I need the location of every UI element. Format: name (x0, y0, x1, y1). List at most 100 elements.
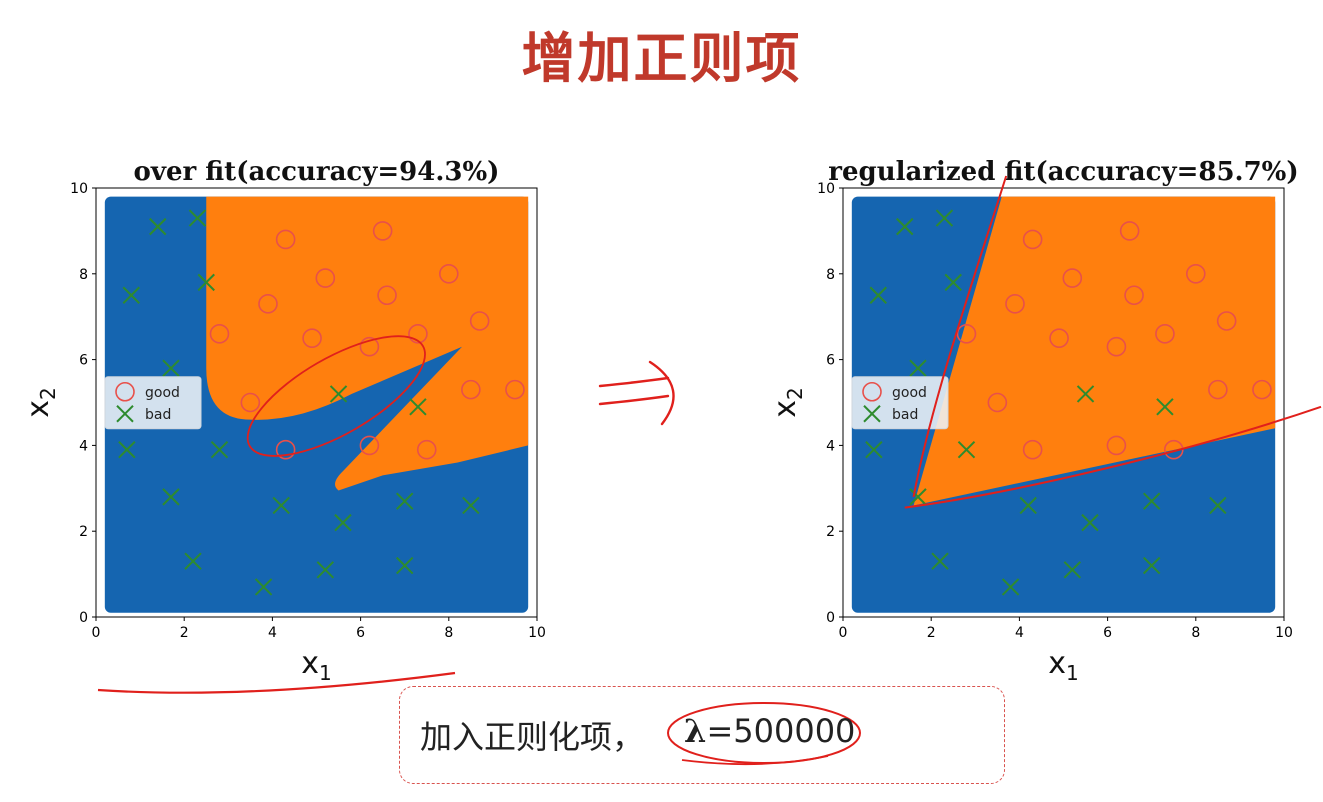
annotation-left-boundary (912, 175, 1008, 498)
good-point (1124, 285, 1144, 306)
good-point (438, 263, 459, 284)
good-point (1022, 229, 1043, 250)
bad-point (197, 273, 215, 292)
y-tick-label: 8 (826, 267, 835, 283)
legend-label: bad (892, 407, 918, 423)
good-point (1062, 268, 1083, 288)
good-point (1155, 324, 1175, 344)
good-point (1022, 439, 1043, 460)
legend-label: bad (145, 407, 171, 423)
x-axis-label-subscript: 1 (1066, 661, 1079, 685)
bad-point (944, 273, 962, 292)
bad-point (395, 492, 414, 510)
good-point (377, 285, 397, 306)
good-point (505, 379, 525, 400)
x-tick-label: 2 (180, 625, 189, 641)
x-tick-label: 10 (1275, 625, 1293, 641)
bad-point (254, 578, 273, 596)
good-point (1005, 294, 1025, 314)
good-region (913, 196, 1276, 506)
y-tick-label: 4 (79, 438, 88, 454)
legend-bad-icon (116, 405, 134, 423)
bad-point (931, 552, 949, 570)
y-tick-label: 10 (70, 181, 88, 197)
x-tick-label: 8 (444, 625, 453, 641)
annotation-lower-boundary (904, 405, 1322, 509)
x-axis-label: x1 (301, 646, 332, 685)
good-point (408, 324, 428, 344)
bad-point (329, 385, 348, 403)
bad-point (935, 209, 954, 227)
bad-point (1019, 496, 1037, 515)
y-tick-label: 6 (826, 353, 835, 369)
good-point (1106, 336, 1127, 357)
lambda-value: =500000 (706, 712, 856, 750)
good-point (275, 229, 296, 250)
lambda-symbol: λ (684, 712, 707, 750)
bad-point (162, 359, 180, 377)
y-tick-label: 10 (817, 181, 835, 197)
y-axis-label-subscript: 2 (36, 387, 60, 400)
bad-point (1063, 561, 1082, 579)
y-tick-label: 6 (79, 353, 88, 369)
bad-point (896, 217, 914, 236)
good-point (275, 439, 296, 460)
annotation-ellipse (246, 335, 426, 457)
x-tick-label: 10 (528, 625, 546, 641)
good-point (461, 379, 481, 400)
bad-point (149, 217, 167, 236)
legend-label: good (145, 385, 180, 401)
y-tick-label: 2 (79, 524, 88, 540)
bad-point (909, 488, 927, 506)
bad-point (1076, 385, 1095, 403)
good-point (1186, 263, 1206, 284)
x-tick-label: 6 (356, 625, 365, 641)
axes-frame (842, 187, 1285, 618)
chart-title: regularized fit(accuracy=85.7%) (828, 157, 1298, 187)
legend-good-icon (115, 381, 135, 402)
note-text: 加入正则化项， (420, 718, 645, 756)
bad-point (118, 440, 136, 459)
chart-title: over fit(accuracy=94.3%) (134, 157, 500, 187)
bad-point (1209, 496, 1227, 515)
annotation-underline (97, 671, 456, 694)
legend-box (104, 376, 202, 430)
bad-point (316, 561, 335, 579)
good-point (1106, 435, 1127, 456)
good-point (372, 221, 393, 241)
bad-point (1142, 492, 1161, 510)
x-axis-label-subscript: 1 (319, 661, 332, 685)
axes-frame (95, 187, 538, 618)
good-point (209, 324, 230, 344)
y-axis-label-subscript: 2 (783, 387, 807, 400)
y-tick-label: 8 (79, 267, 88, 283)
good-point (302, 328, 322, 348)
good-point (258, 294, 278, 314)
x-tick-label: 6 (1103, 625, 1112, 641)
legend-bad-icon (863, 405, 881, 423)
y-axis-label: x2 (768, 387, 807, 418)
good-point (359, 435, 380, 456)
note-lambda: λ=500000 (684, 712, 855, 750)
bad-point (188, 209, 207, 227)
annotation-lambda-underline (681, 755, 829, 766)
y-tick-label: 0 (826, 610, 835, 626)
y-tick-label: 4 (826, 438, 835, 454)
bad-point (122, 286, 140, 304)
bad-point (909, 359, 927, 377)
x-tick-label: 4 (1015, 625, 1024, 641)
double-arrow-icon (598, 360, 675, 426)
good-region (206, 196, 529, 491)
y-tick-label: 0 (79, 610, 88, 626)
good-point (1216, 311, 1237, 331)
bad-point (334, 513, 352, 532)
bad-point (409, 398, 427, 416)
bad-point (162, 488, 180, 506)
x-tick-label: 8 (1191, 625, 1200, 641)
legend-good-icon (862, 381, 882, 402)
good-point (1252, 379, 1272, 400)
chart-1: 0 2 4 6 8 10 0 2 4 6 8 10 over fit(accuracy=94.3%) x1… (21, 157, 546, 694)
x-axis-label: x1 (1048, 646, 1079, 685)
